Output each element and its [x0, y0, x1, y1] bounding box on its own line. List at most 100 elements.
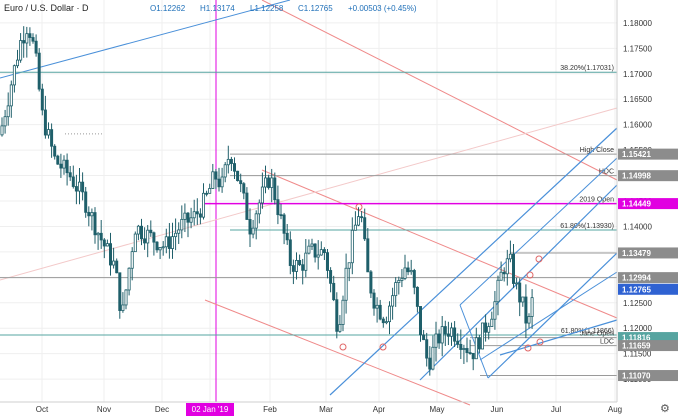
candle-body — [65, 159, 69, 174]
candle-body — [149, 229, 153, 234]
candle-body — [403, 267, 407, 279]
y-tick-label-2: 1.17000 — [623, 70, 652, 79]
candle-body — [322, 249, 326, 254]
channel-lower-line — [487, 252, 618, 379]
candle-body — [363, 217, 367, 240]
candle-body — [484, 322, 488, 333]
candle-body — [78, 181, 82, 192]
candle-body — [505, 258, 509, 275]
fork-lower-line — [479, 271, 618, 361]
level-label-3: 2019 Open — [579, 197, 614, 204]
price-label-bg-0 — [618, 148, 678, 160]
candle-body — [164, 236, 168, 248]
candle-body — [180, 218, 184, 231]
candle-body — [124, 289, 128, 306]
candle-body — [530, 297, 534, 317]
price-label-bg-8 — [618, 370, 678, 382]
candle-body — [170, 236, 174, 249]
candle-body — [174, 232, 178, 238]
candle-body — [279, 214, 283, 217]
candle-body — [422, 334, 426, 341]
candle-body — [192, 211, 196, 219]
support-slope-line — [499, 319, 618, 356]
candle-body — [186, 212, 190, 223]
ohlc-low: L1.12258 — [250, 4, 284, 13]
candle-body — [512, 253, 516, 284]
candle-body — [152, 232, 156, 243]
candle-body — [205, 192, 209, 195]
candle-body — [335, 299, 339, 332]
candle-body — [99, 232, 103, 241]
y-tick-label-0: 1.18000 — [623, 19, 652, 28]
settings-icon[interactable]: ⚙ — [660, 403, 670, 415]
candle-body — [211, 171, 215, 189]
candle-body — [214, 171, 218, 180]
candle-body — [508, 253, 512, 260]
candle-body — [375, 304, 379, 309]
candle-body — [90, 212, 94, 217]
channel-upper-line — [329, 127, 618, 396]
candle-body — [257, 202, 261, 215]
candle-body — [477, 337, 481, 350]
price-label-bg-4 — [618, 272, 678, 284]
price-label-4: 1.12994 — [622, 274, 651, 283]
ohlc-open: O1.12262 — [150, 4, 186, 13]
price-label-2: 1.14449 — [622, 200, 651, 209]
candle-body — [87, 211, 91, 217]
candle-body — [282, 214, 286, 234]
candle-body — [499, 271, 503, 281]
x-tick-label-8: Jun — [491, 405, 504, 414]
candle-body — [347, 262, 351, 269]
candle-body — [313, 243, 317, 258]
y-tick-label-8: 1.14000 — [623, 222, 652, 231]
candle-body — [434, 333, 438, 348]
candle-body — [394, 282, 398, 297]
candle-body — [3, 116, 7, 127]
candle-body — [198, 213, 202, 218]
candle-body — [381, 318, 385, 324]
downtrend-line-lower — [204, 299, 471, 406]
candle-body — [112, 260, 116, 266]
x-tick-label-1: Nov — [97, 405, 111, 414]
fork-handle-line — [459, 304, 489, 379]
pivot-marker-1 — [339, 343, 347, 351]
y-tick-label-11: 1.12500 — [623, 299, 652, 308]
candle-body — [105, 243, 109, 247]
candle-body — [490, 318, 494, 327]
candle-body — [366, 238, 370, 273]
candle-body — [409, 270, 413, 273]
candle-body — [456, 340, 460, 345]
candle-body — [177, 229, 181, 234]
candle-body — [273, 177, 277, 201]
candle-body — [515, 282, 519, 285]
level-label-7: 61.80%(1.11866) — [561, 328, 614, 335]
candle-body — [22, 40, 26, 44]
chart-title: Euro / U.S. Dollar · D — [4, 3, 89, 13]
candle-body — [341, 299, 345, 325]
candle-body — [412, 270, 416, 288]
candle-body — [298, 260, 302, 266]
candle-body — [37, 52, 41, 90]
candle-body — [248, 219, 252, 235]
candle-body — [130, 251, 134, 269]
candle-body — [446, 333, 450, 337]
ohlc-change: +0.00503 (+0.45%) — [348, 4, 417, 13]
x-tick-label-5: Mar — [319, 405, 333, 414]
price-label-bg-5 — [618, 283, 678, 295]
candle-body — [449, 327, 453, 337]
price-label-bg-7 — [618, 340, 678, 352]
pivot-marker-4 — [536, 338, 544, 346]
candle-body — [242, 183, 246, 194]
candle-body — [74, 186, 78, 192]
candle-body — [397, 280, 401, 283]
candle-body — [251, 227, 255, 235]
long-trend-line — [0, 0, 291, 79]
fork-upper-line — [459, 157, 618, 306]
candle-body — [115, 260, 119, 274]
candle-body — [28, 33, 32, 38]
candle-body — [350, 229, 354, 264]
candle-body — [360, 216, 364, 219]
candle-body — [307, 245, 311, 254]
